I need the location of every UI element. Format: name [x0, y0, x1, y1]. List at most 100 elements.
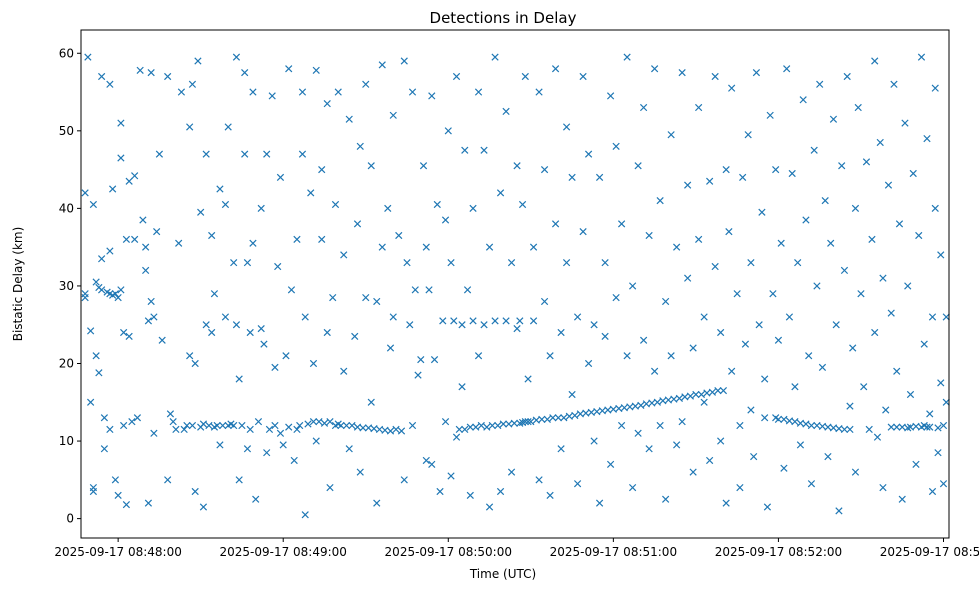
data-point [235, 476, 243, 484]
data-point [312, 437, 320, 445]
data-point [81, 189, 89, 197]
data-point [538, 415, 546, 423]
data-point [931, 84, 939, 92]
data-point [411, 286, 419, 294]
data-point [373, 297, 381, 306]
data-point [177, 88, 186, 96]
data-point [425, 286, 433, 294]
data-point [601, 332, 609, 340]
data-point [301, 511, 309, 519]
data-point [183, 421, 191, 430]
data-point [106, 425, 114, 434]
data-point [194, 57, 202, 65]
data-point [912, 460, 920, 468]
data-point [208, 328, 216, 337]
data-point [895, 220, 904, 228]
data-point [813, 282, 821, 290]
data-point [447, 259, 455, 267]
data-point [403, 259, 411, 267]
data-point [887, 309, 895, 317]
data-point [397, 427, 406, 435]
data-point [747, 259, 755, 267]
data-point [639, 336, 648, 344]
data-point [887, 423, 895, 431]
data-point [584, 150, 593, 158]
data-point [428, 92, 436, 100]
data-point [937, 251, 945, 259]
data-point [87, 327, 95, 335]
data-point [243, 259, 252, 267]
data-point [257, 324, 265, 333]
data-point [290, 456, 298, 465]
data-point [736, 483, 744, 492]
data-point [821, 197, 829, 205]
data-point [931, 204, 939, 213]
data-point [689, 344, 697, 352]
data-point [444, 127, 452, 135]
data-point [843, 72, 851, 81]
data-point [400, 57, 408, 65]
data-point [758, 208, 766, 216]
data-point [114, 293, 122, 302]
data-point [741, 340, 750, 348]
data-point [807, 480, 816, 488]
data-point [474, 88, 483, 96]
data-point [546, 491, 554, 499]
data-point [276, 173, 285, 181]
data-point [832, 321, 840, 329]
chart-title: Detections in Delay [430, 9, 577, 27]
data-point [551, 220, 560, 228]
data-point [645, 445, 653, 453]
data-point [898, 495, 906, 503]
data-point [926, 410, 934, 418]
data-point [100, 414, 109, 422]
data-point [752, 69, 761, 77]
data-point [893, 367, 901, 375]
data-point [461, 425, 469, 434]
data-point [155, 150, 164, 158]
data-point [386, 344, 395, 352]
data-point [400, 476, 408, 484]
data-point [579, 72, 587, 81]
x-tick-label: 2025-09-17 08:53:00 [880, 545, 979, 559]
data-point [673, 243, 681, 251]
data-point [98, 72, 106, 81]
data-point [562, 123, 571, 131]
data-point [761, 375, 769, 383]
data-point [739, 173, 747, 181]
data-point [692, 390, 700, 399]
data-point [571, 411, 579, 420]
data-point [595, 173, 604, 181]
y-axis-label: Bistatic Delay (km) [11, 227, 25, 342]
data-point [711, 72, 719, 81]
data-point [549, 414, 557, 422]
data-point [818, 363, 827, 371]
data-point [535, 476, 543, 484]
x-tick-label: 2025-09-17 08:52:00 [715, 545, 842, 559]
data-point [180, 425, 188, 434]
data-point [208, 231, 216, 240]
data-point [128, 418, 136, 426]
data-point [268, 92, 276, 100]
data-point [719, 387, 728, 395]
data-point [617, 421, 626, 430]
data-point [117, 119, 125, 127]
data-point [263, 150, 271, 158]
data-point [114, 491, 122, 499]
data-point [318, 235, 326, 244]
data-point [117, 154, 125, 162]
data-point [774, 415, 783, 423]
data-point [656, 197, 664, 205]
data-point [678, 69, 686, 77]
data-point [796, 441, 805, 449]
y-tick-label: 0 [66, 512, 74, 526]
data-point [791, 383, 799, 391]
data-point [469, 317, 477, 325]
x-tick-label: 2025-09-17 08:51:00 [550, 545, 677, 559]
data-point [89, 487, 98, 496]
data-point [783, 65, 791, 73]
data-point [205, 421, 213, 430]
x-tick-label: 2025-09-17 08:49:00 [219, 545, 346, 559]
data-point [191, 487, 199, 496]
data-point [252, 495, 260, 503]
